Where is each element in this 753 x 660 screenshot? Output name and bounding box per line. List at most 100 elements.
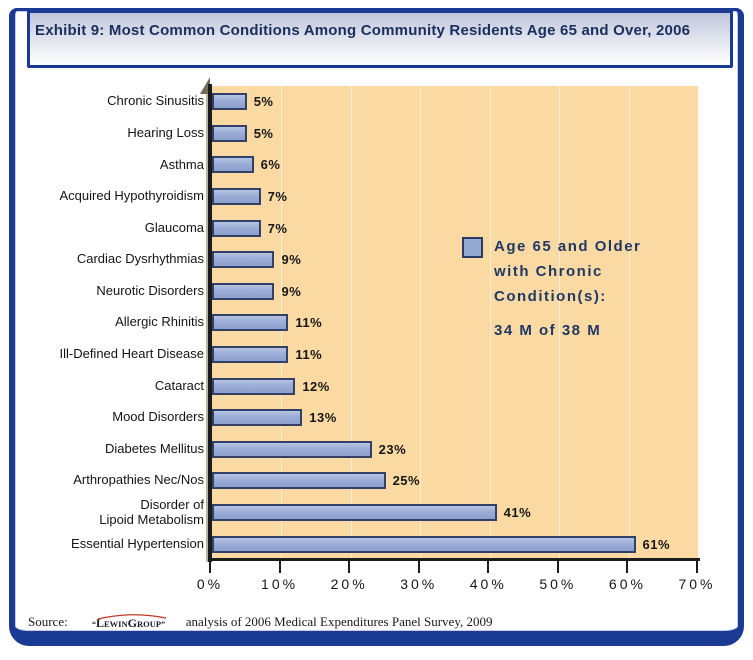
bar-track: 13% bbox=[212, 402, 698, 434]
value-label: 7% bbox=[267, 220, 288, 236]
bar-track: 7% bbox=[212, 181, 698, 213]
gridline bbox=[420, 86, 422, 560]
x-axis-tick bbox=[487, 561, 490, 573]
bar-track: 11% bbox=[212, 339, 698, 371]
bar-row: Hearing Loss 5% bbox=[15, 118, 698, 150]
legend-text: Age 65 and Older with Chronic Condition(s)… bbox=[494, 234, 641, 343]
value-label: 9% bbox=[281, 252, 302, 268]
bar bbox=[212, 93, 247, 111]
category-label: Glaucoma bbox=[144, 219, 204, 235]
value-label: 25% bbox=[392, 473, 421, 489]
category-label: Diabetes Mellitus bbox=[105, 440, 204, 456]
x-axis-tick bbox=[278, 561, 281, 573]
value-label: 6% bbox=[260, 157, 281, 173]
y-axis-line bbox=[208, 84, 212, 562]
category-label: Mood Disorders bbox=[112, 409, 204, 425]
bar-row: Neurotic Disorders 9% bbox=[15, 276, 698, 308]
bar-track: 41% bbox=[212, 497, 698, 529]
bar-row: Glaucoma 7% bbox=[15, 212, 698, 244]
x-axis-tick-label: 20% bbox=[330, 576, 368, 592]
x-axis-tick bbox=[626, 561, 629, 573]
bar-track: 25% bbox=[212, 465, 698, 497]
bar-track: 12% bbox=[212, 370, 698, 402]
value-label: 12% bbox=[302, 378, 330, 394]
category-label: Cataract bbox=[154, 377, 204, 393]
bar-row: Allergic Rhinitis 11% bbox=[15, 307, 698, 339]
value-label: 11% bbox=[295, 315, 323, 331]
bar bbox=[212, 472, 386, 490]
legend: Age 65 and Older with Chronic Condition(s)… bbox=[462, 234, 641, 343]
category-label: Chronic Sinusitis bbox=[107, 93, 204, 109]
x-axis-tick-label: 40% bbox=[469, 576, 507, 592]
bar bbox=[212, 377, 296, 395]
bar-track: 9% bbox=[212, 276, 698, 308]
category-label: Arthropathies Nec/Nos bbox=[73, 472, 204, 488]
category-label: Acquired Hypothyroidism bbox=[59, 188, 204, 204]
bar-track: 61% bbox=[212, 528, 698, 560]
gridline bbox=[489, 86, 491, 560]
source-label: Source: bbox=[28, 614, 68, 629]
bar bbox=[212, 156, 254, 174]
gridline bbox=[559, 86, 561, 560]
value-label: 61% bbox=[642, 536, 671, 552]
bar-track: 5% bbox=[212, 118, 698, 150]
x-axis-line bbox=[208, 558, 700, 561]
bar bbox=[212, 188, 261, 206]
bar-rows: Chronic Sinusitis 5% Hearing Loss 5% Asthma 6… bbox=[15, 86, 698, 560]
lewin-group-logo: “LEWINGROUP” bbox=[90, 612, 176, 632]
value-label: 41% bbox=[503, 505, 532, 521]
logo-red-swoosh-icon bbox=[97, 614, 166, 620]
legend-note: 34 M of 38 M bbox=[494, 322, 602, 339]
value-label: 11% bbox=[295, 347, 323, 363]
legend-line: Condition(s): bbox=[494, 288, 607, 305]
bar-row: Diabetes Mellitus 23% bbox=[15, 434, 698, 466]
bar-row: Ill-Defined Heart Disease 11% bbox=[15, 339, 698, 371]
bar bbox=[212, 282, 275, 300]
bar bbox=[212, 314, 289, 332]
category-label: Essential Hypertension bbox=[71, 535, 204, 551]
legend-line: Age 65 and Older bbox=[494, 238, 642, 255]
legend-line: with Chronic bbox=[494, 263, 603, 280]
x-axis-tick bbox=[348, 561, 351, 573]
bar bbox=[212, 440, 372, 458]
x-axis-tick-label: 60% bbox=[608, 576, 646, 592]
x-axis-tick bbox=[696, 561, 698, 573]
x-axis-tick-label: 70% bbox=[678, 576, 716, 592]
bar bbox=[212, 251, 275, 269]
bar bbox=[212, 409, 303, 427]
bar-row: Chronic Sinusitis 5% bbox=[15, 86, 698, 118]
x-axis-ticks bbox=[209, 561, 698, 573]
bar bbox=[212, 535, 636, 553]
category-label: Disorder of Lipoid Metabolism bbox=[99, 496, 204, 527]
category-label: Allergic Rhinitis bbox=[115, 314, 204, 330]
x-axis-tick-labels: 0% 10% 20% 30% 40% 50% 60% 70% bbox=[197, 576, 713, 596]
bar-row: Cataract 12% bbox=[15, 370, 698, 402]
bar-row: Acquired Hypothyroidism 7% bbox=[15, 181, 698, 213]
bar-track: 23% bbox=[212, 434, 698, 466]
category-label: Asthma bbox=[159, 156, 204, 172]
y-axis-top-arrow-icon bbox=[200, 77, 210, 94]
value-label: 5% bbox=[253, 125, 274, 141]
bar-track: 11% bbox=[212, 307, 698, 339]
bar-row: Arthropathies Nec/Nos 25% bbox=[15, 465, 698, 497]
bar-track: 9% bbox=[212, 244, 698, 276]
bar-row: Essential Hypertension 61% bbox=[15, 528, 698, 560]
svg-text:“LEWINGROUP”: “LEWINGROUP” bbox=[92, 616, 165, 630]
category-label: Hearing Loss bbox=[127, 124, 204, 140]
value-label: 5% bbox=[253, 94, 274, 110]
category-label: Cardiac Dysrhythmias bbox=[76, 251, 204, 267]
source-line: Source: “LEWINGROUP” analysis of 2006 Me… bbox=[28, 611, 492, 633]
x-axis-tick bbox=[417, 561, 420, 573]
chart-title: Exhibit 9: Most Common Conditions Among … bbox=[35, 22, 691, 39]
bar-row: Mood Disorders 13% bbox=[15, 402, 698, 434]
category-label: Ill-Defined Heart Disease bbox=[59, 346, 204, 362]
bar-track: 7% bbox=[212, 212, 698, 244]
x-axis-tick-label: 0% bbox=[196, 576, 224, 592]
gridline bbox=[350, 86, 352, 560]
chart-title-box: Exhibit 9: Most Common Conditions Among … bbox=[27, 10, 733, 68]
bar bbox=[212, 124, 247, 142]
bar-row: Cardiac Dysrhythmias 9% bbox=[15, 244, 698, 276]
x-axis-tick-label: 10% bbox=[261, 576, 299, 592]
bar bbox=[212, 504, 497, 522]
x-axis-tick bbox=[209, 561, 211, 573]
